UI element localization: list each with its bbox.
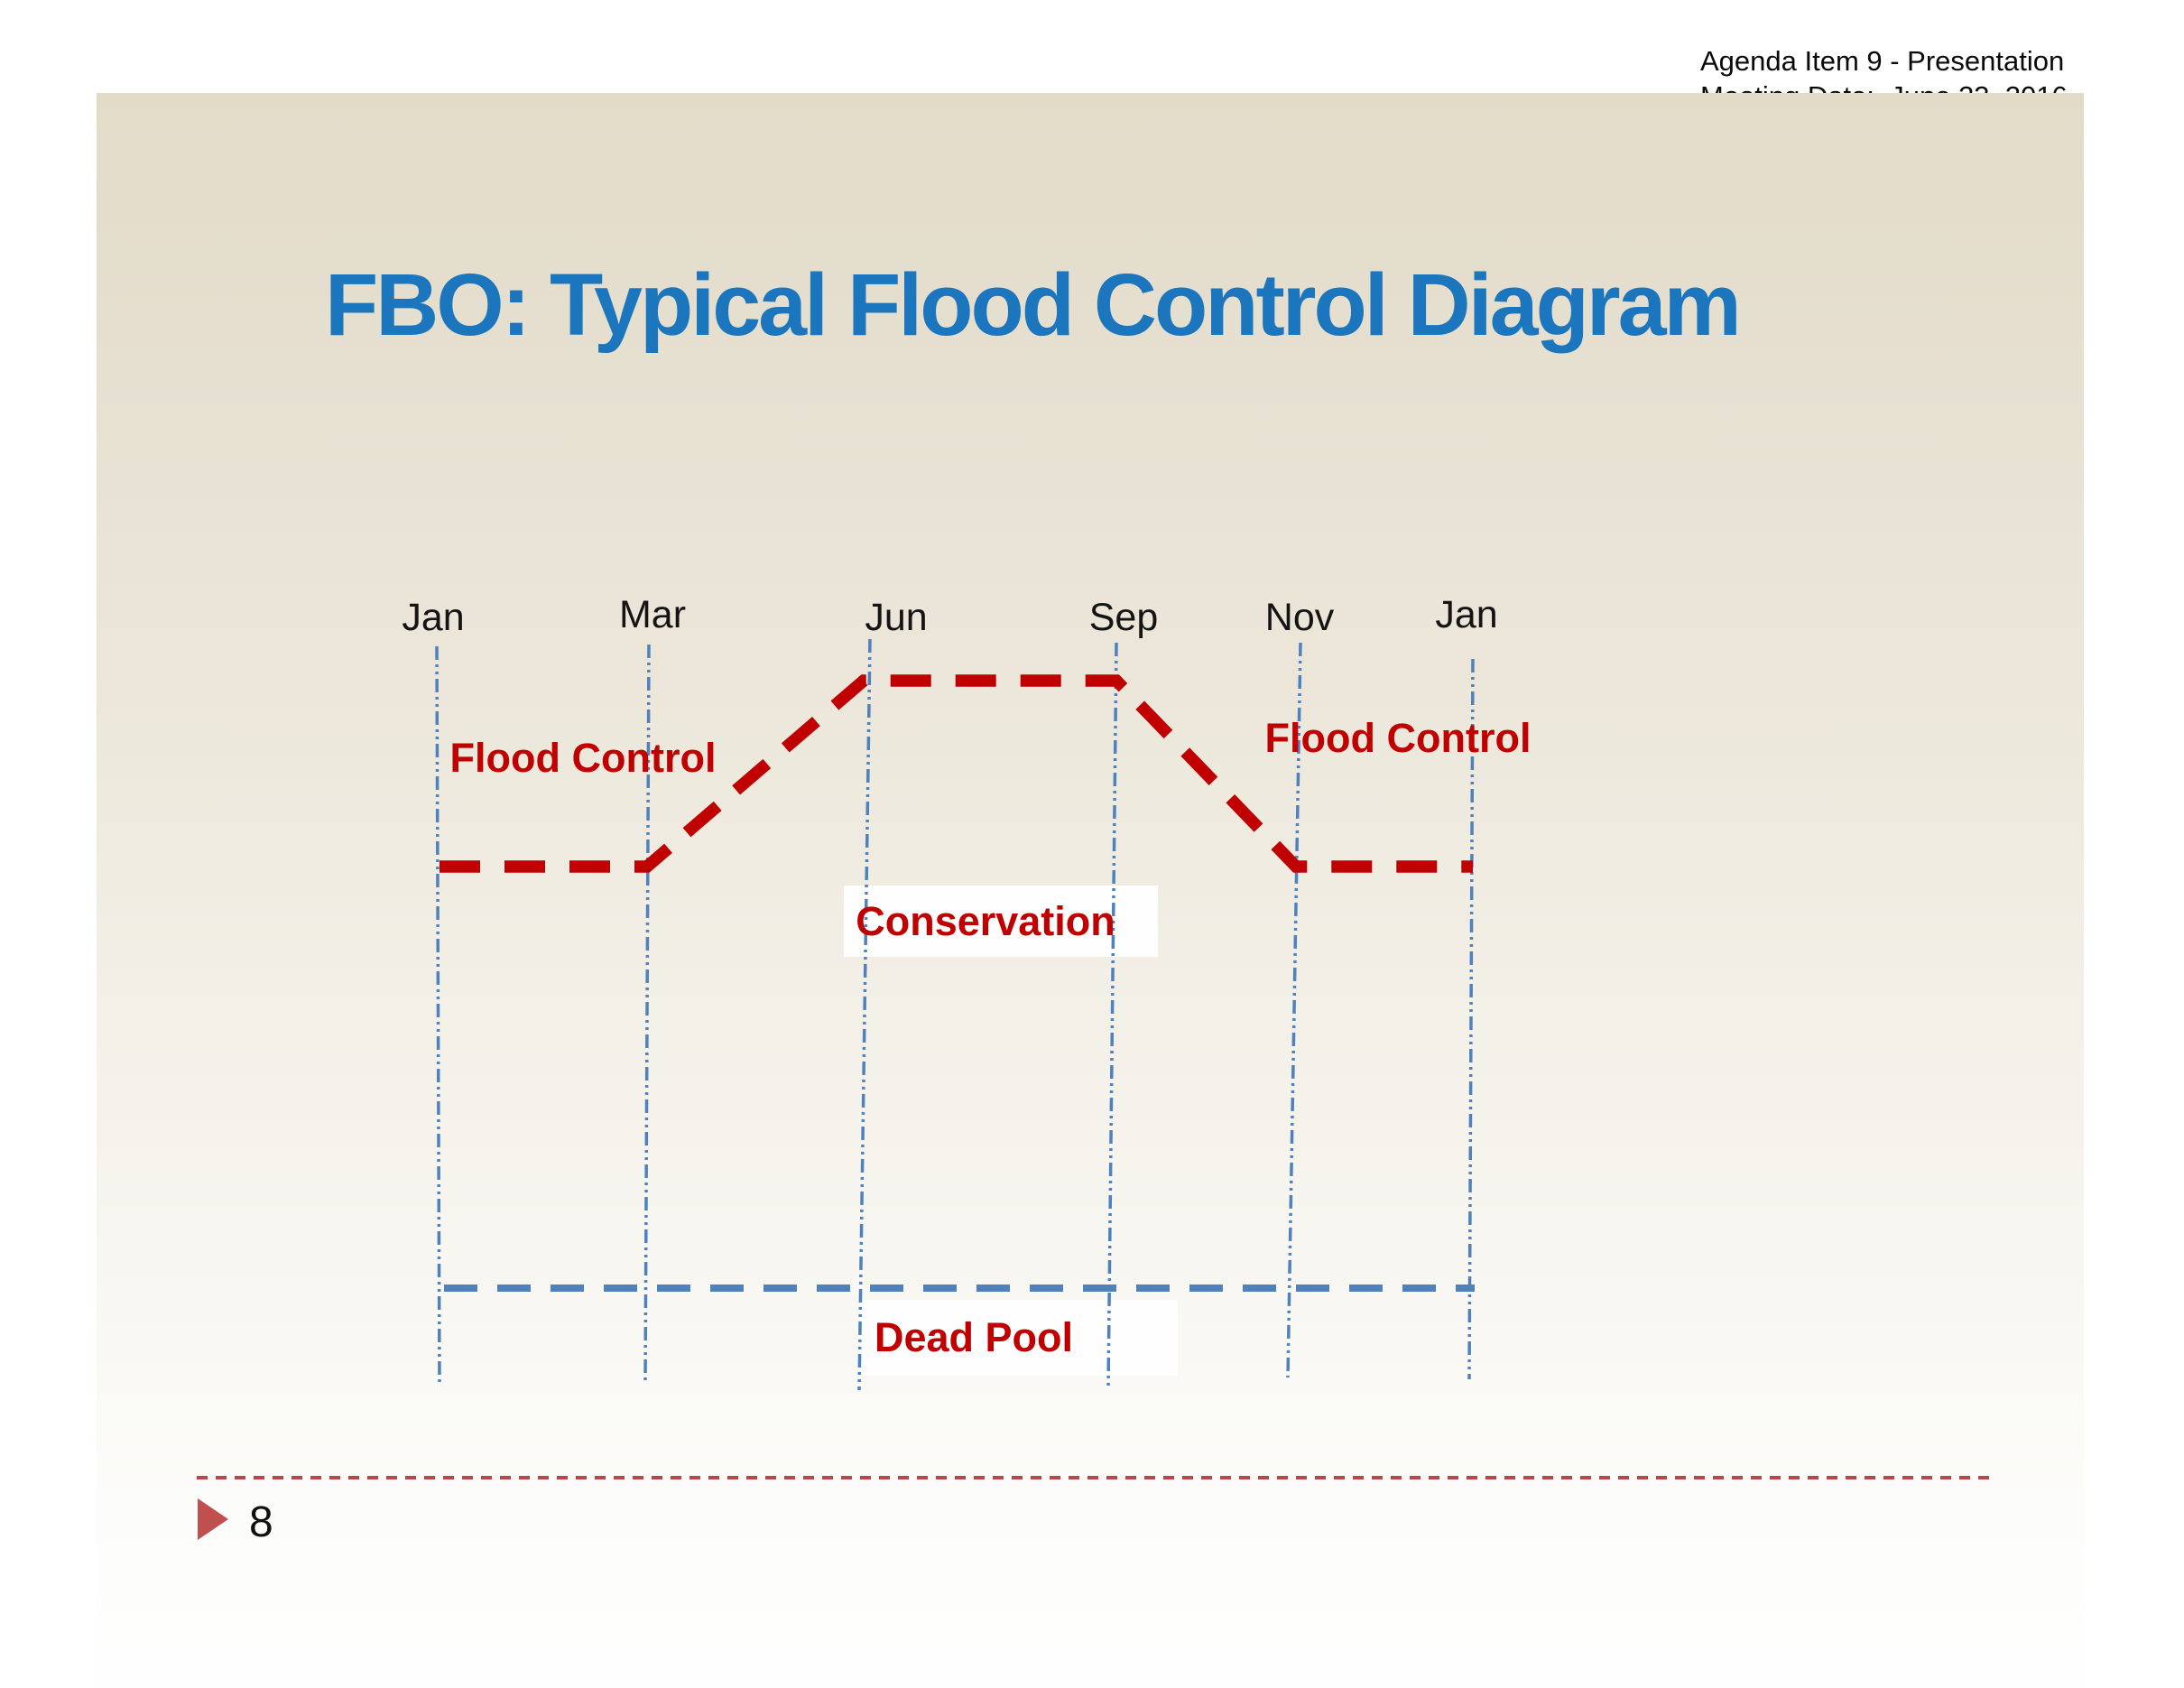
slide-number: 8 bbox=[249, 1498, 273, 1546]
dead-pool-label: Dead Pool bbox=[874, 1314, 1074, 1360]
agenda-item-line: Agenda Item 9 - Presentation bbox=[1700, 45, 2065, 77]
month-gridline-mar bbox=[643, 644, 651, 1386]
flood-control-label-right: Flood Control bbox=[1264, 715, 1532, 761]
month-label-mar: Mar bbox=[618, 593, 687, 636]
month-gridline-sep bbox=[1106, 642, 1118, 1389]
month-gridline-jan-left bbox=[435, 645, 441, 1387]
month-gridline-nov bbox=[1286, 642, 1302, 1378]
conservation-label-box bbox=[844, 886, 1158, 957]
month-gridline-jan-right bbox=[1467, 658, 1475, 1380]
flood-control-label-left: Flood Control bbox=[449, 735, 717, 781]
slide-title: FBO: Typical Flood Control Diagram bbox=[325, 255, 1742, 354]
month-gridline-jun bbox=[857, 638, 872, 1391]
month-label-jan-right: Jan bbox=[1435, 593, 1498, 636]
month-label-jun: Jun bbox=[865, 596, 928, 639]
slide-number-bullet-icon bbox=[198, 1498, 228, 1540]
month-label-sep: Sep bbox=[1088, 596, 1159, 639]
month-label-nov: Nov bbox=[1264, 596, 1335, 639]
dead-pool-label-box bbox=[860, 1300, 1178, 1376]
flood-rule-curve-line bbox=[440, 674, 1473, 873]
conservation-label: Conservation bbox=[856, 898, 1115, 944]
month-label-jan-left: Jan bbox=[402, 596, 465, 639]
